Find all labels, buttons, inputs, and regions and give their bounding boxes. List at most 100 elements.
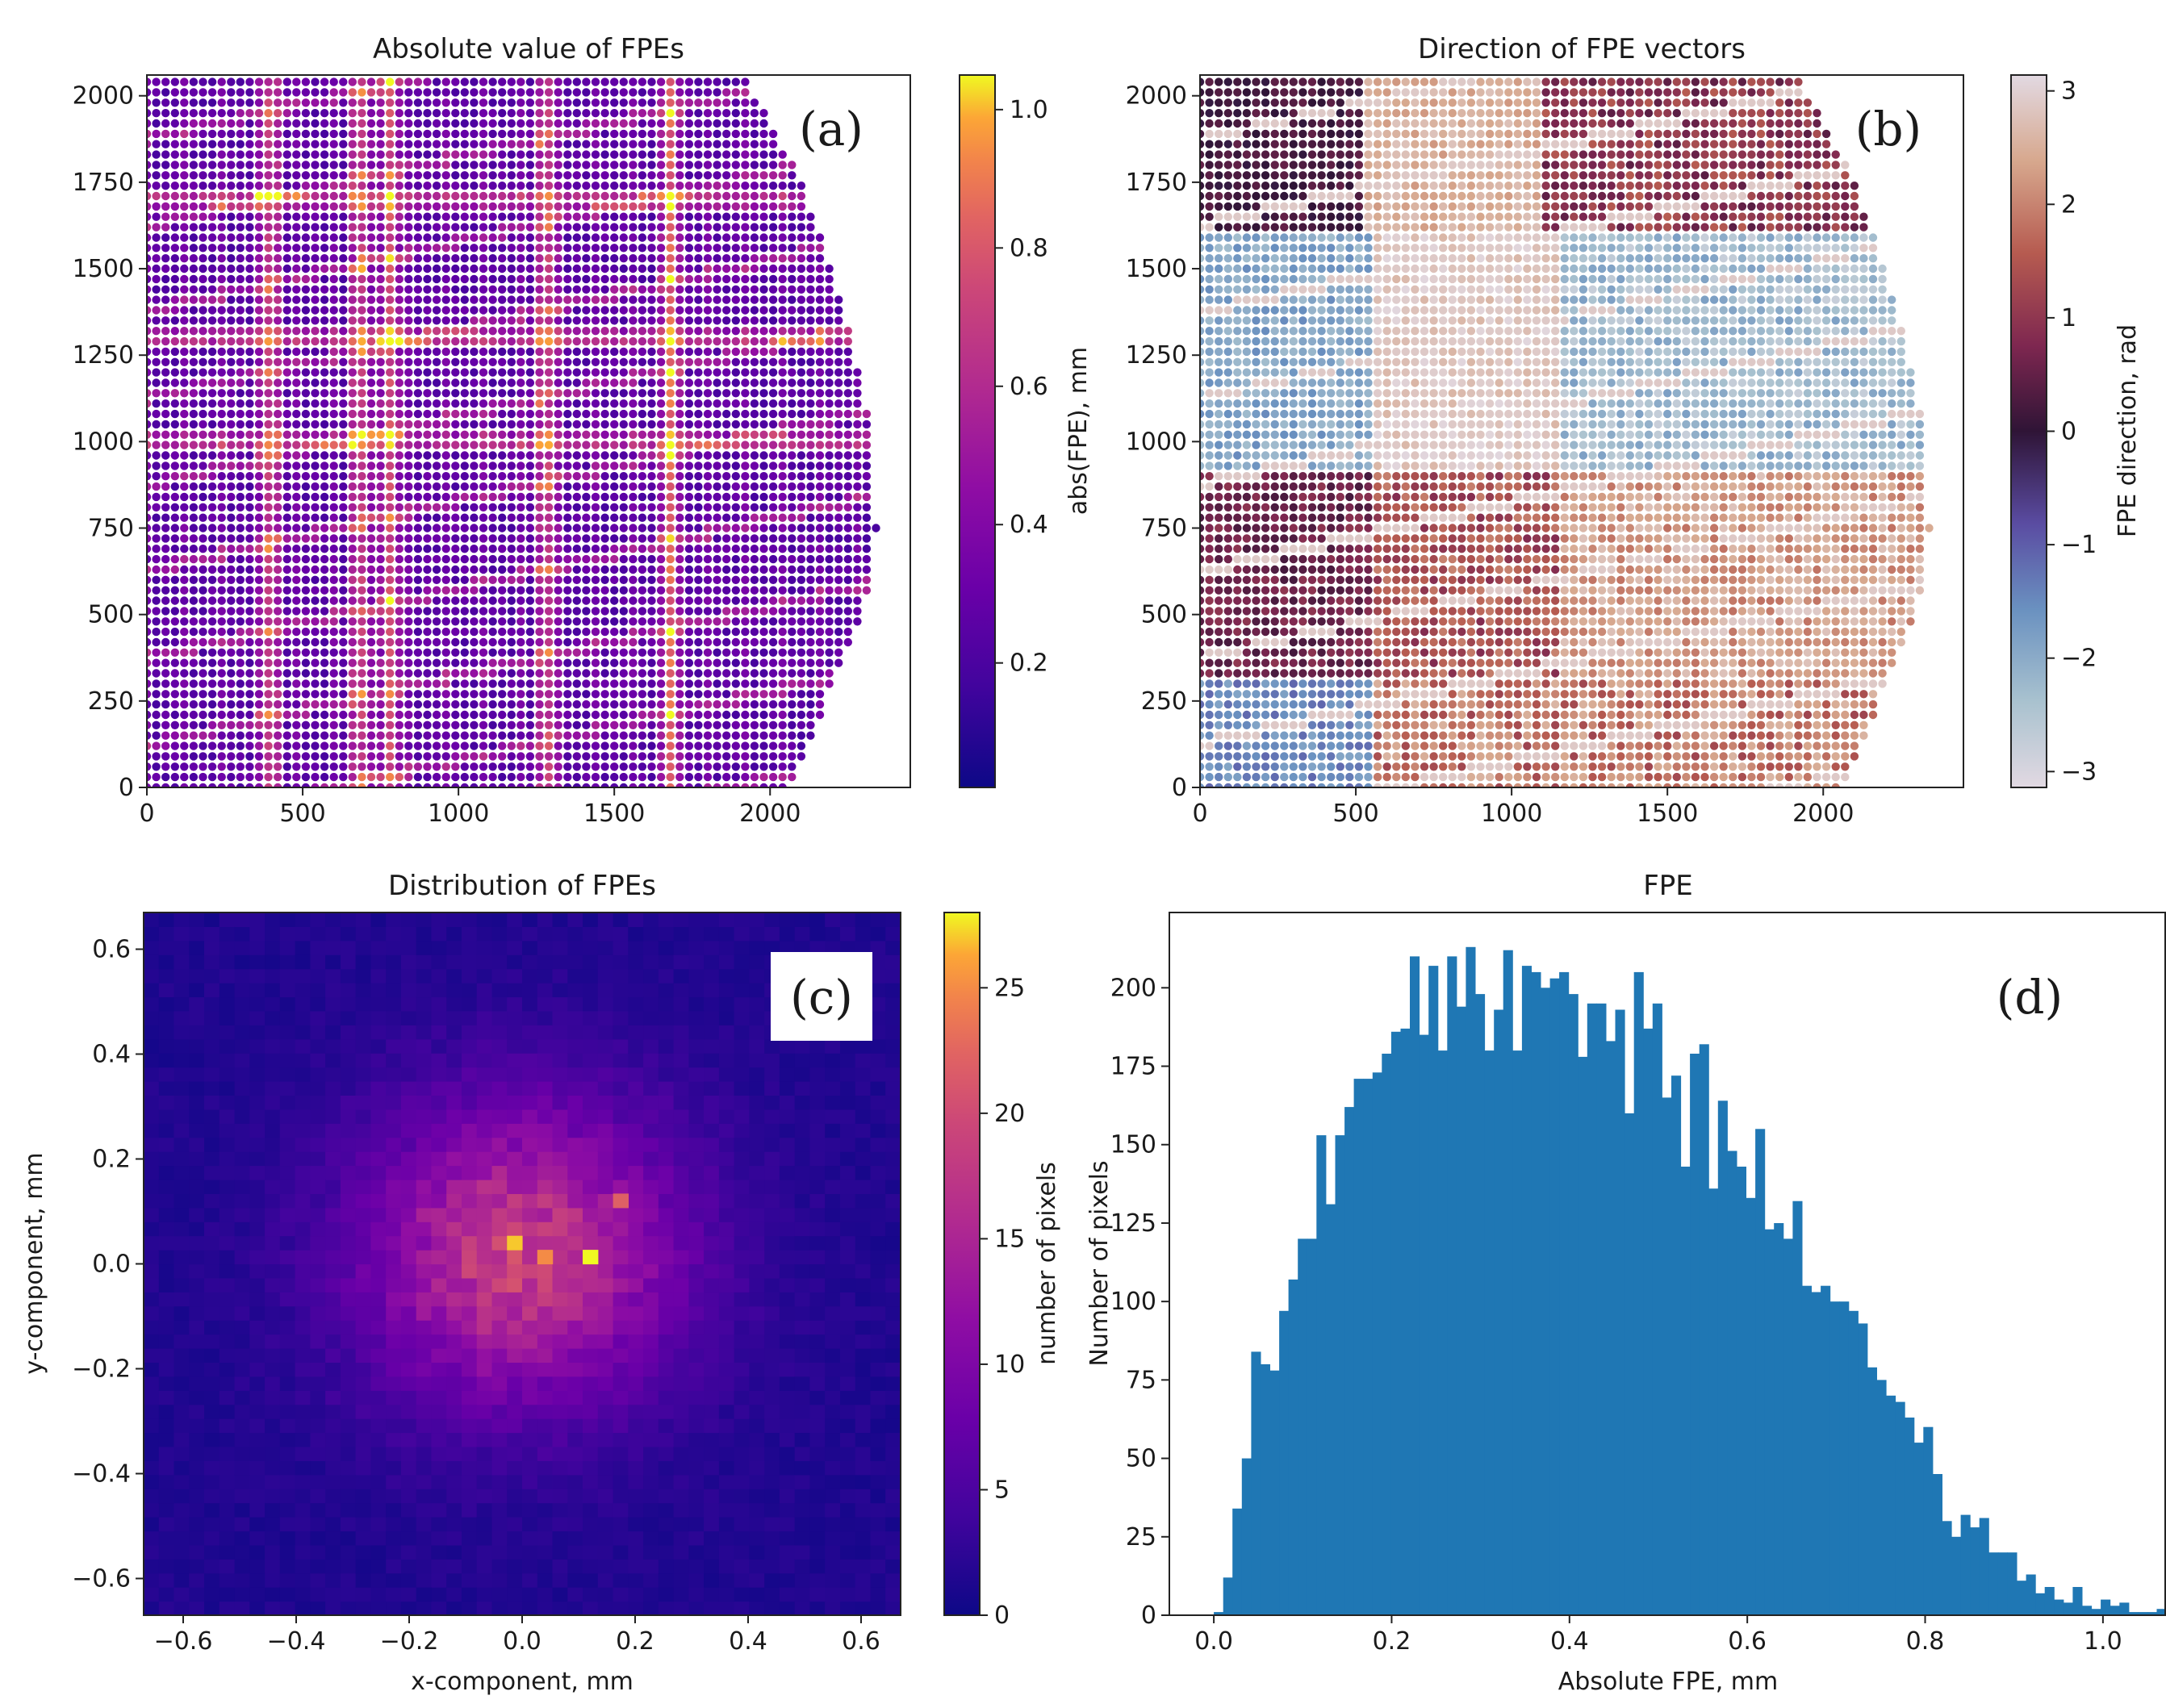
panel-a-point — [311, 783, 320, 787]
panel-a-point — [404, 150, 413, 159]
panel-a-point — [180, 357, 189, 366]
panel-a-point — [320, 140, 329, 148]
panel-a-point — [675, 441, 684, 449]
panel-a-point — [423, 741, 432, 750]
panel-a-point — [217, 327, 226, 336]
panel-a-point — [516, 575, 525, 584]
panel-a-point — [843, 461, 853, 470]
panel-a-point — [582, 378, 591, 387]
panel-a-point — [348, 357, 357, 366]
panel-a-point — [441, 679, 450, 688]
panel-a-point — [470, 752, 479, 761]
panel-a-point — [236, 306, 245, 315]
panel-a-point — [441, 461, 450, 470]
panel-a-point — [703, 129, 713, 139]
panel-a-point — [768, 648, 778, 657]
panel-a-point — [432, 710, 441, 720]
panel-a-point — [413, 244, 423, 253]
panel-a-point — [329, 545, 338, 553]
panel-a-point — [788, 461, 797, 470]
panel-a-point — [161, 596, 170, 605]
panel-a-point — [386, 731, 395, 740]
panel-a-point — [329, 482, 338, 491]
panel-a-point — [339, 150, 348, 159]
panel-a-point — [572, 503, 581, 512]
panel-a-point — [722, 368, 731, 377]
panel-a-point — [600, 451, 609, 460]
panel-a-point — [741, 274, 750, 284]
panel-a-point — [535, 752, 544, 761]
panel-a-point — [713, 783, 721, 787]
panel-a-point — [498, 274, 507, 284]
panel-a-point — [199, 285, 207, 294]
panel-a-point — [320, 171, 329, 180]
panel-a-point — [189, 565, 199, 574]
panel-a-point — [264, 140, 273, 148]
panel-a-point — [741, 191, 750, 201]
panel-a-point — [147, 316, 152, 325]
panel-a-point — [563, 731, 572, 740]
panel-a-point — [666, 368, 675, 377]
panel-a-point — [199, 150, 207, 159]
panel-a-point — [274, 513, 282, 522]
panel-a-point — [741, 586, 750, 595]
panel-a-point — [460, 783, 469, 787]
panel-a-point — [544, 389, 554, 398]
panel-a-point — [666, 762, 675, 771]
panel-a-point — [217, 482, 226, 491]
panel-a-point — [207, 129, 217, 139]
panel-a-point — [301, 565, 311, 574]
panel-a-point — [825, 285, 834, 294]
panel-a-point — [329, 212, 338, 221]
panel-a-point — [339, 545, 348, 553]
panel-a-point — [301, 254, 311, 263]
panel-a-point — [376, 783, 385, 787]
panel-a-point — [423, 596, 432, 605]
panel-a-point — [292, 679, 301, 688]
panel-a-point — [516, 191, 525, 201]
panel-a-point — [768, 357, 778, 366]
panel-a-point — [806, 710, 815, 720]
panel-a-point — [236, 451, 245, 460]
panel-a-point — [656, 513, 666, 522]
panel-a-point — [170, 607, 179, 616]
panel-a-point — [199, 783, 207, 787]
panel-a-point — [722, 336, 731, 346]
panel-a-point — [591, 182, 600, 190]
panel-a-point — [479, 783, 488, 787]
panel-a-point — [301, 441, 311, 449]
panel-a-point — [666, 306, 675, 315]
panel-a-point — [180, 430, 189, 439]
panel-a-point — [647, 368, 656, 377]
panel-a-point — [797, 254, 806, 263]
panel-a-point — [376, 212, 385, 221]
panel-a-point — [207, 720, 217, 729]
panel-a-point — [675, 420, 684, 429]
panel-a-point — [423, 109, 432, 118]
panel-a-point — [619, 731, 628, 740]
panel-a-point — [498, 129, 507, 139]
panel-a-point — [207, 223, 217, 232]
panel-a-point — [591, 534, 600, 543]
panel-a-point — [806, 306, 815, 315]
panel-a-point — [282, 295, 291, 304]
panel-a-point — [366, 441, 376, 449]
panel-a-point — [311, 482, 320, 491]
panel-a-point — [507, 575, 516, 584]
panel-a-point — [245, 586, 254, 595]
panel-a-point — [366, 617, 376, 626]
panel-a-point — [797, 420, 806, 429]
panel-a-point — [815, 285, 825, 294]
panel-a-point — [311, 554, 320, 564]
panel-a-point — [348, 109, 357, 118]
panel-a-point — [703, 295, 713, 304]
panel-a-point — [460, 524, 469, 532]
panel-a-point — [180, 699, 189, 709]
panel-a-point — [358, 669, 366, 678]
panel-a-point — [544, 596, 554, 605]
panel-a-point — [161, 513, 170, 522]
panel-a-point — [684, 731, 694, 740]
panel-a-point — [147, 772, 152, 782]
panel-a-point — [647, 233, 656, 242]
